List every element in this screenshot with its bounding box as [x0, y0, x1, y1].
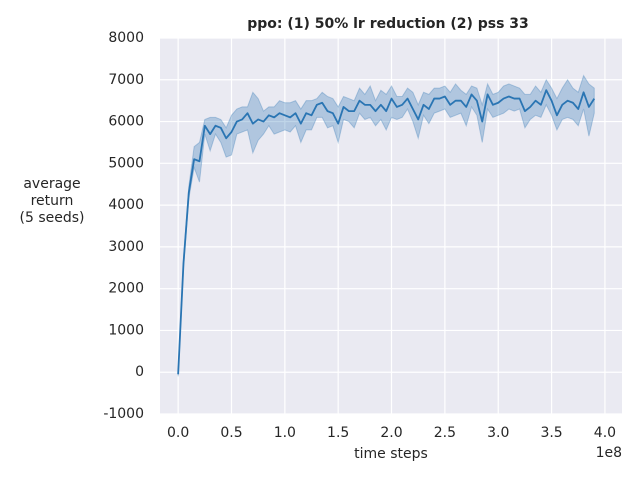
y-tick-label: 4000	[108, 197, 144, 213]
y-tick-label: 2000	[108, 281, 144, 297]
chart-title: ppo: (1) 50% lr reduction (2) pss 33	[247, 16, 529, 32]
y-tick-label: 0	[135, 364, 144, 380]
y-tick-label: 7000	[108, 72, 144, 88]
x-tick-label: 1.5	[327, 425, 349, 441]
x-axis-label: time steps	[354, 446, 428, 462]
y-tick-label: -1000	[103, 406, 144, 422]
x-tick-label: 2.5	[434, 425, 456, 441]
y-tick-label: 1000	[108, 322, 144, 338]
x-offset-label: 1e8	[596, 445, 622, 461]
x-tick-label: 0.0	[167, 425, 189, 441]
x-tick-label: 3.0	[487, 425, 509, 441]
y-tick-label: 6000	[108, 114, 144, 130]
y-axis-label: return	[31, 193, 74, 209]
y-tick-label: 8000	[108, 30, 144, 46]
x-tick-label: 4.0	[594, 425, 616, 441]
y-tick-label: 5000	[108, 155, 144, 171]
x-tick-label: 3.5	[540, 425, 562, 441]
line	[177, 89, 596, 375]
x-tick-label: 2.0	[380, 425, 402, 441]
x-tick-label: 1.0	[274, 425, 296, 441]
marks	[177, 74, 596, 377]
y-tick-label: 3000	[108, 239, 144, 255]
y-axis-label: average	[23, 176, 80, 192]
x-tick-label: 0.5	[220, 425, 242, 441]
y-axis-label: (5 seeds)	[20, 210, 85, 226]
